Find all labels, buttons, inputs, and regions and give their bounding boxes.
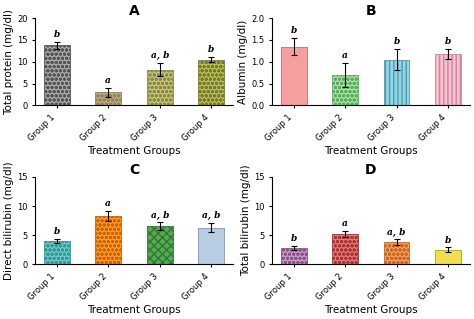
X-axis label: Treatment Groups: Treatment Groups xyxy=(87,146,181,156)
Y-axis label: Total protein (mg/dl): Total protein (mg/dl) xyxy=(4,9,14,115)
Text: b: b xyxy=(291,26,297,35)
Y-axis label: Total bilirubin (mg/dl): Total bilirubin (mg/dl) xyxy=(241,165,251,276)
Bar xyxy=(435,54,461,105)
Bar xyxy=(435,250,461,264)
Bar xyxy=(281,248,307,264)
Text: b: b xyxy=(445,236,451,245)
Y-axis label: Albumin (mg/dl): Albumin (mg/dl) xyxy=(238,20,248,104)
Text: a, b: a, b xyxy=(387,227,406,237)
Bar xyxy=(147,226,173,264)
Text: b: b xyxy=(291,234,297,243)
Text: a: a xyxy=(105,76,111,85)
X-axis label: Treatment Groups: Treatment Groups xyxy=(87,305,181,315)
Bar xyxy=(44,241,70,264)
X-axis label: Treatment Groups: Treatment Groups xyxy=(324,305,418,315)
Bar xyxy=(281,47,307,105)
Text: b: b xyxy=(208,45,214,54)
Bar xyxy=(147,70,173,105)
Text: b: b xyxy=(54,30,60,39)
Text: a, b: a, b xyxy=(151,211,169,220)
Text: a: a xyxy=(342,51,348,60)
Bar xyxy=(198,60,224,105)
Text: b: b xyxy=(54,227,60,236)
Text: a, b: a, b xyxy=(151,51,169,61)
Text: b: b xyxy=(445,37,451,46)
Bar xyxy=(384,242,410,264)
Title: D: D xyxy=(365,163,377,177)
Bar xyxy=(44,45,70,105)
X-axis label: Treatment Groups: Treatment Groups xyxy=(324,146,418,156)
Bar xyxy=(384,60,410,105)
Text: a: a xyxy=(342,219,348,228)
Bar xyxy=(198,227,224,264)
Bar xyxy=(332,234,358,264)
Text: a: a xyxy=(105,199,111,208)
Title: C: C xyxy=(129,163,139,177)
Bar xyxy=(332,75,358,105)
Title: B: B xyxy=(365,4,376,18)
Bar xyxy=(95,216,121,264)
Y-axis label: Direct bilirubin (mg/dl): Direct bilirubin (mg/dl) xyxy=(4,161,14,280)
Bar xyxy=(95,92,121,105)
Text: b: b xyxy=(393,37,400,46)
Title: A: A xyxy=(128,4,139,18)
Text: a, b: a, b xyxy=(202,211,220,220)
